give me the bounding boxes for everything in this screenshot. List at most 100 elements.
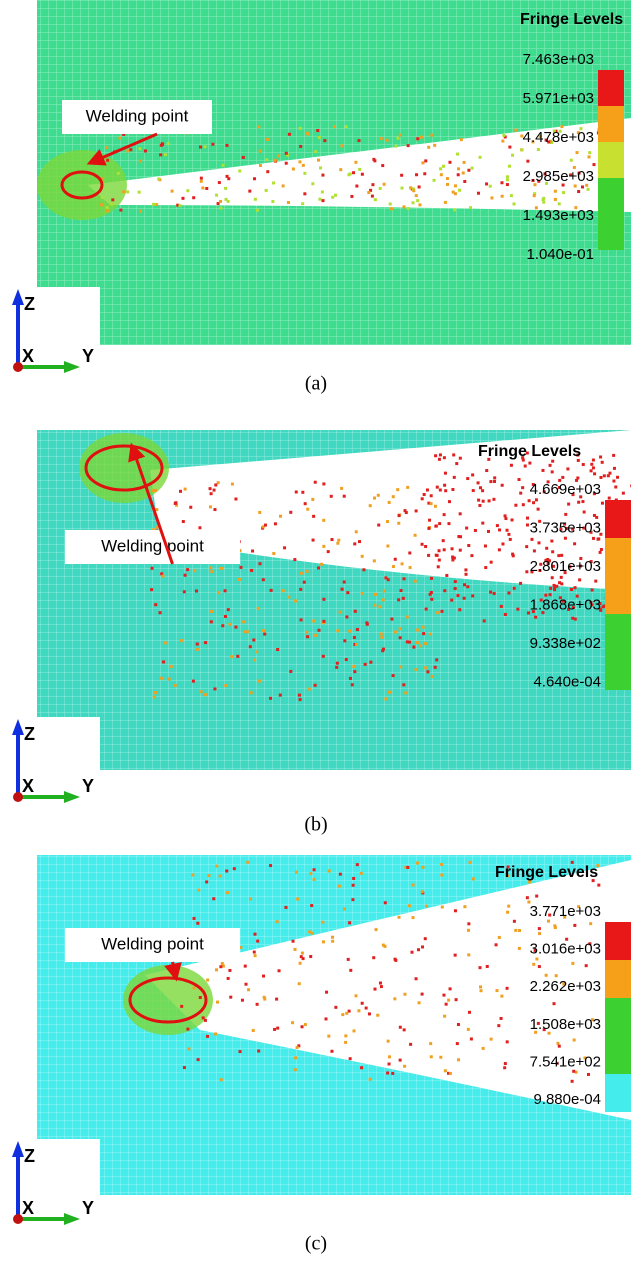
particle: [530, 538, 533, 541]
particle: [403, 577, 406, 580]
legend-swatch: [605, 998, 631, 1036]
particle: [179, 490, 182, 493]
particle: [438, 458, 441, 461]
particle: [528, 462, 531, 465]
particle: [421, 497, 424, 500]
particle: [463, 180, 466, 183]
particle: [436, 554, 439, 557]
particle: [306, 132, 309, 135]
particle: [560, 554, 563, 557]
particle: [305, 631, 308, 634]
particle: [446, 177, 449, 180]
particle: [421, 993, 424, 996]
particle: [210, 610, 213, 613]
particle: [601, 461, 604, 464]
particle: [256, 940, 259, 943]
particle: [196, 922, 199, 925]
particle: [401, 187, 404, 190]
particle: [347, 173, 350, 176]
particle: [253, 658, 256, 661]
particle: [253, 177, 256, 180]
particle: [266, 138, 269, 141]
particle: [500, 1017, 503, 1020]
particle: [213, 687, 216, 690]
particle: [138, 191, 141, 194]
particle: [451, 547, 454, 550]
particle: [541, 469, 544, 472]
particle: [328, 869, 331, 872]
particle: [298, 982, 301, 985]
particle: [266, 170, 269, 173]
particle: [312, 619, 315, 622]
axis-label-x: X: [22, 776, 34, 796]
panel: Fringe Levels7.463e+035.971e+034.478e+03…: [0, 0, 631, 395]
particle: [272, 181, 275, 184]
particle: [256, 1003, 259, 1006]
particle: [479, 985, 482, 988]
particle: [227, 177, 230, 180]
particle: [440, 610, 443, 613]
particle: [242, 156, 245, 159]
particle: [421, 866, 424, 869]
panel: Fringe Levels4.669e+033.735e+032.801e+03…: [0, 430, 631, 836]
particle: [427, 554, 430, 557]
particle: [564, 537, 567, 540]
particle: [374, 198, 377, 201]
particle: [454, 587, 457, 590]
particle: [311, 182, 314, 185]
particle: [483, 619, 486, 622]
particle: [299, 145, 302, 148]
particle: [484, 566, 487, 569]
particle: [583, 511, 586, 514]
particle: [200, 690, 203, 693]
particle: [219, 200, 222, 203]
particle: [545, 547, 548, 550]
particle: [161, 575, 164, 578]
legend-label: 5.971e+03: [523, 90, 594, 107]
particle: [228, 623, 231, 626]
particle: [507, 905, 510, 908]
particle: [511, 154, 514, 157]
legend-label: 2.801e+03: [530, 558, 601, 575]
particle: [564, 513, 567, 516]
particle: [248, 190, 251, 193]
axis-label-z: Z: [24, 1146, 35, 1166]
particle: [262, 975, 265, 978]
particle: [408, 641, 411, 644]
particle: [126, 190, 129, 193]
particle: [392, 565, 395, 568]
particle: [573, 924, 576, 927]
particle: [159, 611, 162, 614]
particle: [349, 969, 352, 972]
particle: [463, 597, 466, 600]
particle: [322, 199, 325, 202]
particle: [454, 580, 457, 583]
particle: [463, 583, 466, 586]
particle: [333, 125, 336, 128]
particle: [236, 655, 239, 658]
particle: [444, 201, 447, 204]
particle: [200, 180, 203, 183]
particle: [469, 206, 472, 209]
particle: [463, 905, 466, 908]
particle: [591, 588, 594, 591]
particle: [430, 598, 433, 601]
particle: [501, 484, 504, 487]
particle: [323, 139, 326, 142]
particle: [386, 545, 389, 548]
particle: [426, 488, 429, 491]
particle: [376, 1014, 379, 1017]
particle: [459, 549, 462, 552]
particle: [214, 483, 217, 486]
particle: [192, 680, 195, 683]
particle: [553, 924, 556, 927]
particle: [186, 189, 189, 192]
weld-zone: [123, 965, 213, 1035]
particle: [418, 185, 421, 188]
particle: [207, 874, 210, 877]
axis-label-y: Y: [82, 776, 94, 796]
particle: [495, 943, 498, 946]
particle: [210, 620, 213, 623]
legend-title: Fringe Levels: [478, 443, 581, 460]
particle: [380, 137, 383, 140]
